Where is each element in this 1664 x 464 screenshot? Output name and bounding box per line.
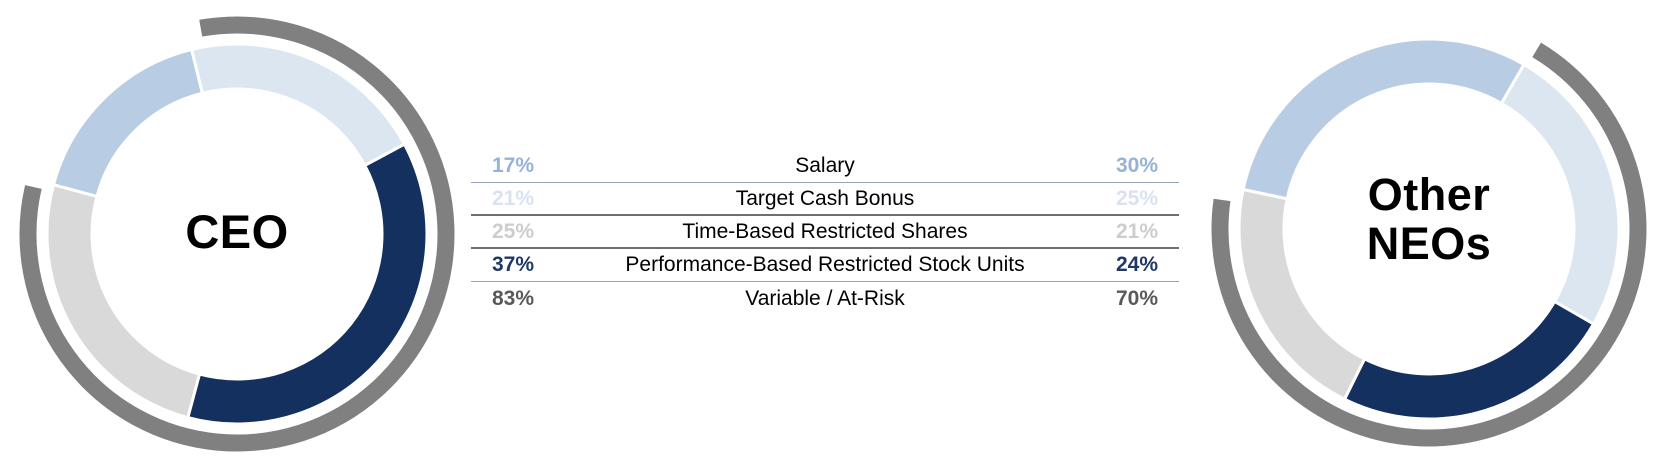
component-label: Target Cash Bonus — [735, 186, 915, 210]
component-label: Variable / At-Risk — [745, 286, 905, 310]
donut-title-line: Other — [1367, 169, 1491, 220]
ceo-value: 25% — [491, 219, 535, 243]
ceo-value: 83% — [491, 286, 535, 310]
ceo-value: 21% — [491, 186, 535, 210]
other-neos-segment-time-based-restricted-shares — [1237, 187, 1367, 402]
table-row: 21% Target Cash Bonus 25% — [471, 183, 1179, 216]
table-row: 17% Salary 30% — [471, 150, 1179, 183]
ceo-segment-time-based-restricted-shares — [45, 182, 202, 420]
table-row: 25% Time-Based Restricted Shares 21% — [471, 216, 1179, 249]
ceo-segment-target-cash-bonus — [189, 42, 407, 168]
component-label: Salary — [795, 154, 855, 177]
component-label: Performance-Based Restricted Stock Units — [625, 253, 1025, 276]
neo-donut-center-label: Other NEOs — [1264, 170, 1594, 268]
neo-value: 70% — [1115, 286, 1159, 310]
table-row: 83% Variable / At-Risk 70% — [471, 282, 1179, 315]
ceo-value: 17% — [491, 154, 535, 177]
donut-title-line: NEOs — [1366, 218, 1492, 269]
neo-value: 25% — [1115, 186, 1159, 210]
neo-value: 30% — [1115, 154, 1159, 177]
other-neos-at-risk-arc — [1211, 42, 1647, 447]
donut-title-line: CEO — [185, 205, 289, 258]
table-row: 37% Performance-Based Restricted Stock U… — [471, 249, 1179, 282]
ceo-value: 37% — [491, 253, 535, 276]
ceo-at-risk-arc — [19, 16, 455, 452]
ceo-donut-center-label: CEO — [87, 207, 387, 256]
ceo-segment-salary — [51, 47, 205, 199]
neo-value: 21% — [1115, 219, 1159, 243]
compensation-table: 17% Salary 30% 21% Target Cash Bonus 25%… — [471, 150, 1179, 315]
neo-value: 24% — [1115, 253, 1159, 276]
ceo-segment-performance-based-restricted-stock-units — [185, 142, 429, 426]
component-label: Time-Based Restricted Shares — [682, 219, 968, 243]
